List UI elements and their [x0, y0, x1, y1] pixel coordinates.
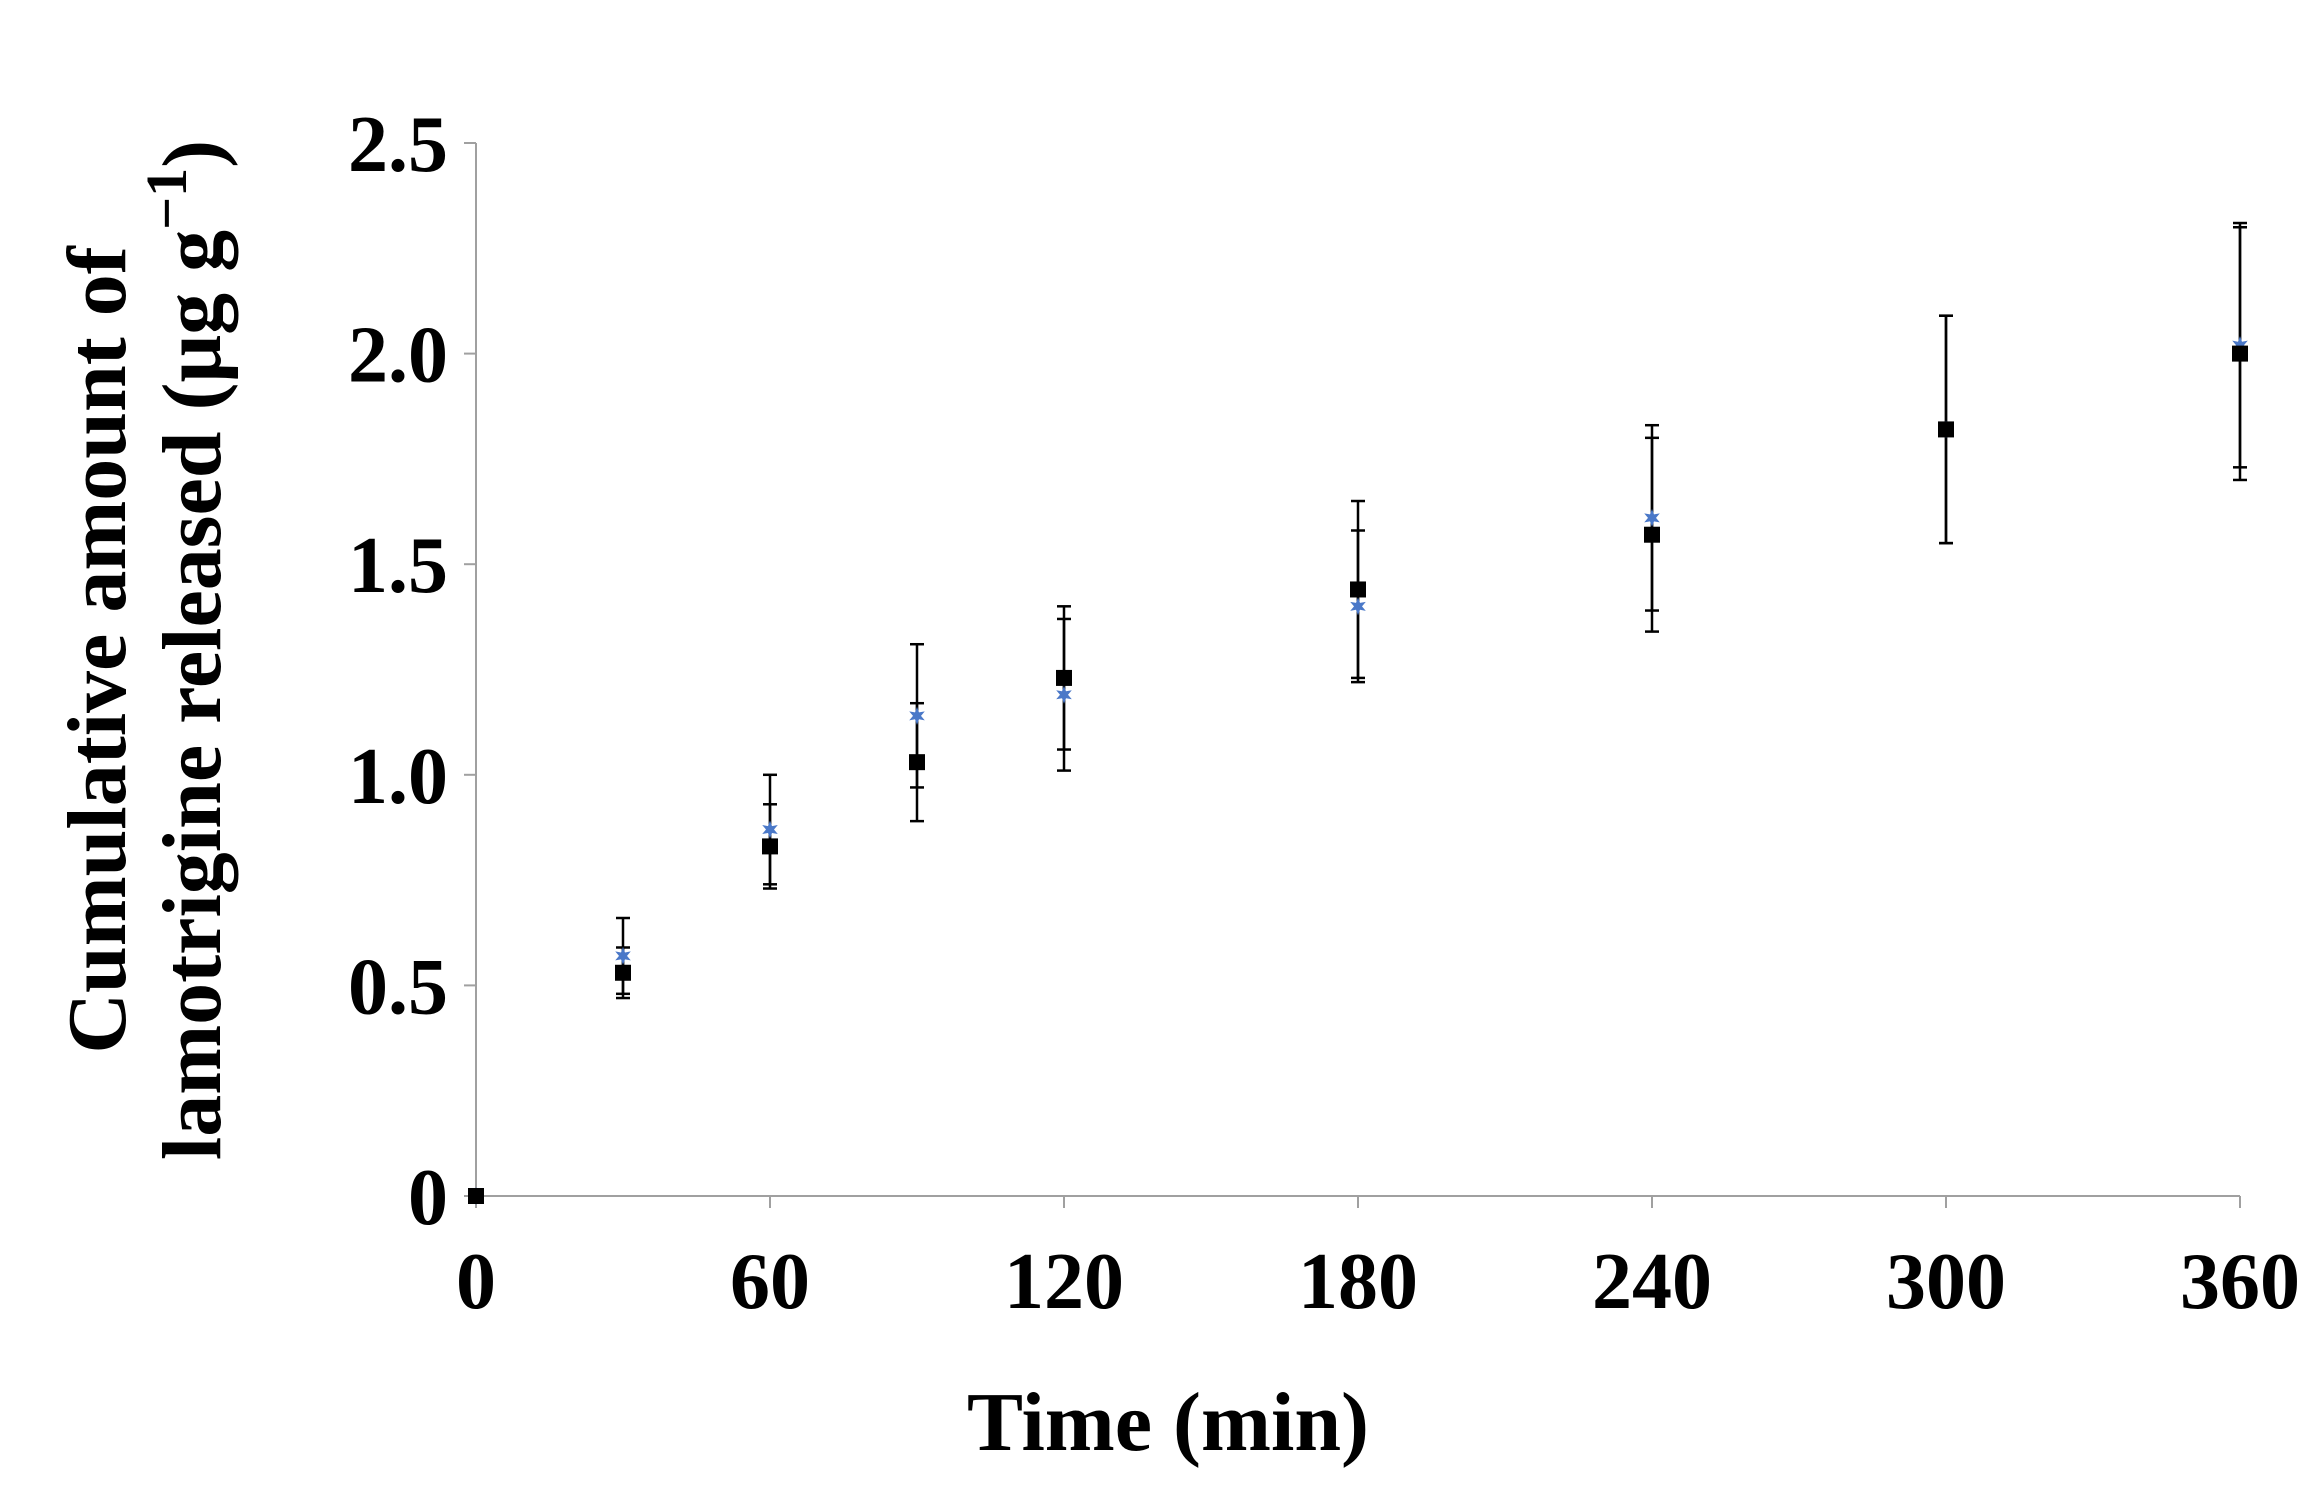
data-point-square	[1644, 526, 1660, 543]
y-tick-label: 2.0	[348, 312, 448, 400]
x-ticks: 0 60 120 180 240 300 360	[456, 1196, 2300, 1326]
y-axis-title-main: lamotrigine released (μg g	[146, 230, 239, 1160]
data-point-star	[615, 946, 631, 965]
x-tick-label: 360	[2180, 1238, 2300, 1326]
data-markers	[468, 336, 2248, 1205]
data-point-star	[1644, 508, 1660, 527]
data-point-square	[1350, 581, 1366, 598]
y-ticks: 0 0.5 1.0 1.5 2.0 2.5	[348, 101, 476, 1242]
y-tick-label: 0	[408, 1154, 448, 1242]
data-point-square	[2232, 345, 2248, 362]
x-tick-label: 0	[456, 1238, 496, 1326]
data-point-star	[1056, 685, 1072, 704]
y-axis-title-line1: Cumulative amount of	[51, 245, 144, 1053]
x-tick-label: 240	[1592, 1238, 1712, 1326]
y-tick-label: 0.5	[348, 943, 448, 1031]
y-axis-title: Cumulative amount of lamotrigine release…	[51, 140, 239, 1160]
y-axis-title-superscript: −1	[134, 168, 199, 230]
y-axis-title-close: )	[146, 140, 239, 168]
data-point-star	[1350, 597, 1366, 616]
y-tick-label: 1.5	[348, 522, 448, 610]
x-tick-label: 180	[1298, 1238, 1418, 1326]
x-tick-label: 60	[730, 1238, 810, 1326]
y-tick-label: 2.5	[348, 101, 448, 189]
error-bars	[616, 221, 2247, 1000]
x-tick-label: 120	[1004, 1238, 1124, 1326]
data-point-square	[762, 838, 778, 855]
x-tick-label: 300	[1886, 1238, 2006, 1326]
y-axis-title-line2: lamotrigine released (μg g−1)	[134, 140, 239, 1160]
x-axis-title: Time (min)	[967, 1376, 1369, 1469]
data-point-star	[2232, 336, 2248, 355]
data-point-star	[909, 706, 925, 725]
data-point-star	[762, 820, 778, 839]
data-point-square	[615, 964, 631, 981]
data-point-square	[468, 1188, 484, 1204]
data-point-square	[1938, 421, 1954, 438]
data-point-square	[1056, 669, 1072, 686]
data-point-square	[909, 754, 925, 771]
y-tick-label: 1.0	[348, 733, 448, 821]
